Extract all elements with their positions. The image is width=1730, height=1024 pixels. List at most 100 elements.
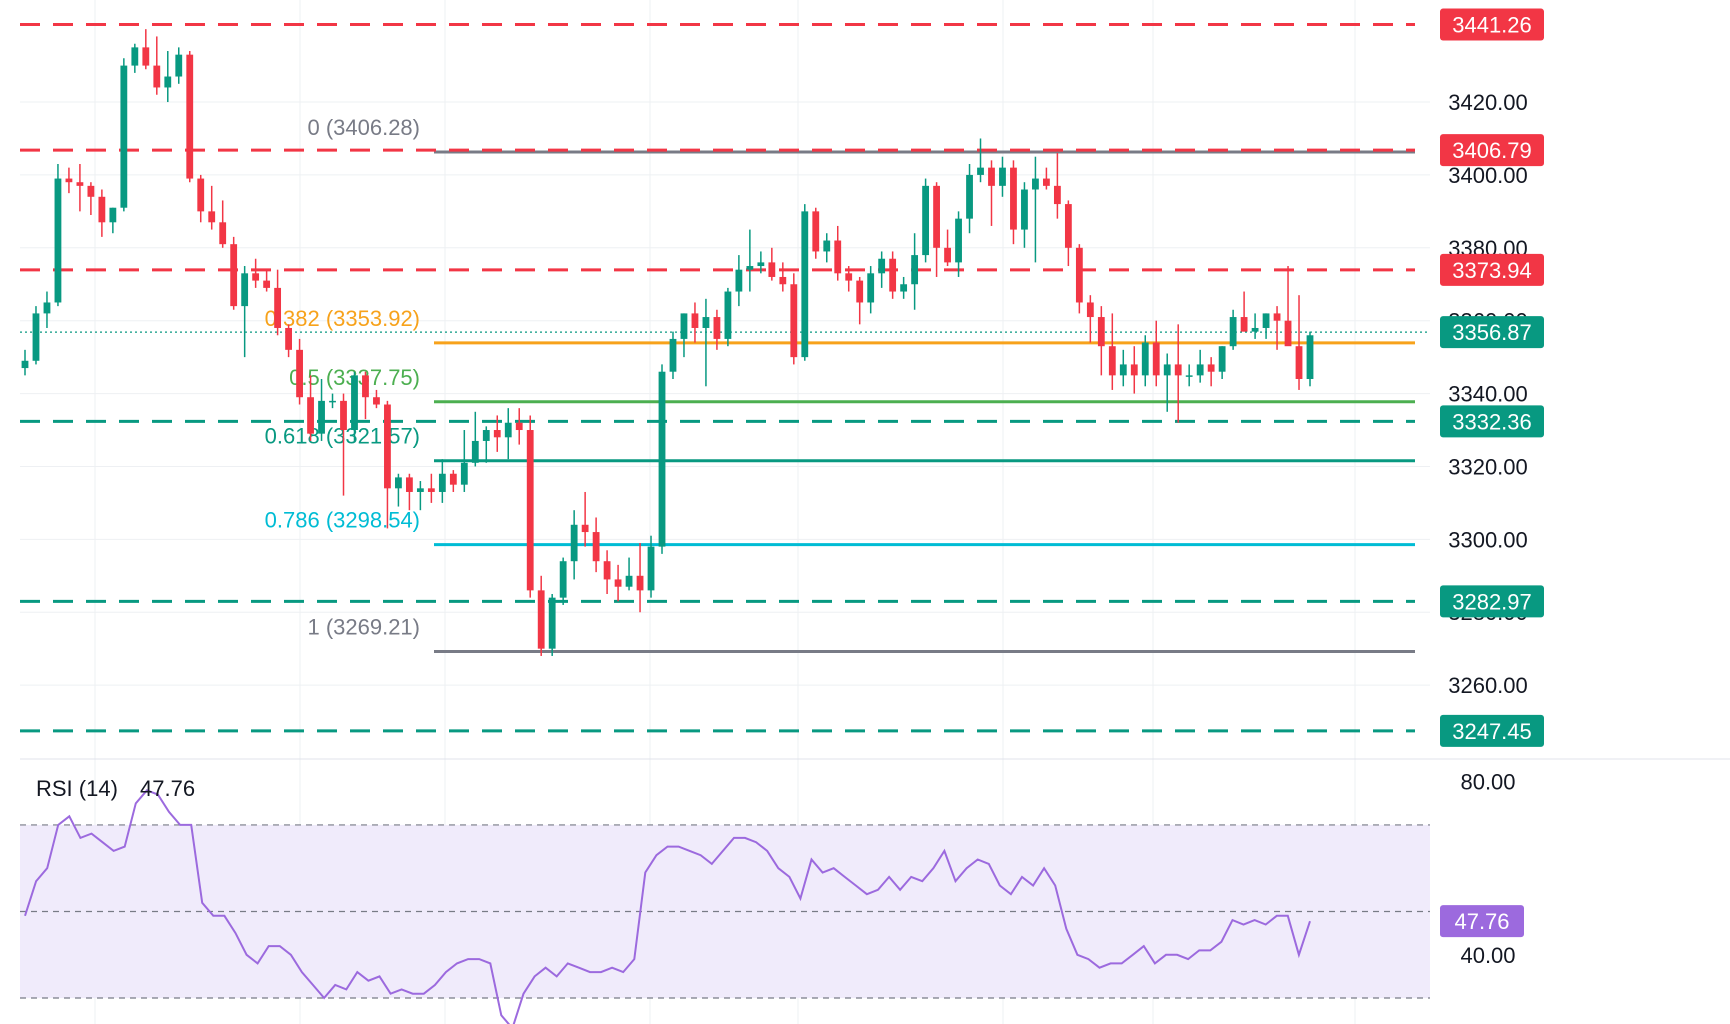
candle-32[interactable] <box>373 389 380 409</box>
candle-90[interactable] <box>1010 160 1017 245</box>
candle-50[interactable] <box>570 510 578 580</box>
candle-49[interactable] <box>559 557 567 605</box>
candle-75[interactable] <box>845 266 853 292</box>
candle-8[interactable] <box>109 207 117 234</box>
candle-69[interactable] <box>779 262 787 292</box>
candle-98[interactable] <box>1097 306 1105 376</box>
candle-73[interactable] <box>823 233 831 263</box>
candle-62[interactable] <box>702 298 710 387</box>
candle-70[interactable] <box>790 273 798 365</box>
candle-77[interactable] <box>867 266 875 314</box>
candle-82[interactable] <box>922 178 930 263</box>
candle-19[interactable] <box>230 236 238 310</box>
candle-99[interactable] <box>1108 313 1116 390</box>
candle-14[interactable] <box>175 47 183 84</box>
candle-81[interactable] <box>911 233 919 310</box>
candle-60[interactable] <box>680 313 688 358</box>
candle-61[interactable] <box>691 302 699 343</box>
candle-117[interactable] <box>1306 331 1314 387</box>
candle-9[interactable] <box>120 58 128 212</box>
candle-18[interactable] <box>219 200 227 248</box>
candle-34[interactable] <box>395 473 402 507</box>
candle-2[interactable] <box>43 291 51 328</box>
candle-20[interactable] <box>241 266 249 358</box>
candle-102[interactable] <box>1141 335 1149 387</box>
candle-11[interactable] <box>142 29 150 70</box>
horizontal-levels[interactable] <box>20 23 1430 733</box>
candle-88[interactable] <box>988 160 995 226</box>
candle-58[interactable] <box>658 364 666 554</box>
candle-52[interactable] <box>592 517 600 573</box>
candle-84[interactable] <box>944 229 951 267</box>
candle-56[interactable] <box>636 542 644 613</box>
candle-103[interactable] <box>1152 320 1160 387</box>
candle-7[interactable] <box>98 189 106 237</box>
candle-65[interactable] <box>735 255 743 307</box>
candle-37[interactable] <box>427 473 435 503</box>
candle-12[interactable] <box>153 36 161 95</box>
candle-3[interactable] <box>54 163 62 307</box>
candle-78[interactable] <box>878 251 886 288</box>
candle-106[interactable] <box>1185 364 1193 387</box>
candle-95[interactable] <box>1064 200 1072 267</box>
candle-57[interactable] <box>647 535 655 598</box>
candle-27[interactable] <box>318 379 325 441</box>
candle-29[interactable] <box>340 393 347 496</box>
candle-21[interactable] <box>252 258 260 288</box>
candle-46[interactable] <box>526 415 534 598</box>
candle-4[interactable] <box>65 167 73 194</box>
candle-113[interactable] <box>1262 313 1270 339</box>
candle-64[interactable] <box>724 287 732 347</box>
candle-101[interactable] <box>1130 346 1138 394</box>
candlestick-series[interactable] <box>21 29 1314 656</box>
candle-26[interactable] <box>307 375 314 441</box>
candle-5[interactable] <box>76 163 84 212</box>
candle-94[interactable] <box>1053 153 1061 219</box>
candle-108[interactable] <box>1207 357 1215 387</box>
candle-17[interactable] <box>208 185 216 230</box>
candle-54[interactable] <box>614 564 622 602</box>
candle-22[interactable] <box>263 269 271 292</box>
candle-51[interactable] <box>581 491 589 547</box>
candle-33[interactable] <box>384 400 391 529</box>
candle-111[interactable] <box>1240 291 1248 332</box>
candle-25[interactable] <box>296 338 303 405</box>
candle-93[interactable] <box>1043 167 1050 190</box>
candle-55[interactable] <box>625 557 633 591</box>
candle-79[interactable] <box>889 251 897 299</box>
candle-80[interactable] <box>900 276 908 299</box>
candle-105[interactable] <box>1174 324 1182 423</box>
candle-107[interactable] <box>1196 349 1204 383</box>
candle-89[interactable] <box>999 156 1006 197</box>
candle-1[interactable] <box>32 306 40 365</box>
candle-72[interactable] <box>812 207 820 259</box>
candle-87[interactable] <box>977 138 984 183</box>
candle-48[interactable] <box>548 594 556 656</box>
candle-91[interactable] <box>1021 182 1028 248</box>
candle-13[interactable] <box>164 51 172 103</box>
candle-71[interactable] <box>801 204 809 361</box>
candle-0[interactable] <box>21 349 29 376</box>
candle-112[interactable] <box>1251 313 1259 339</box>
candle-116[interactable] <box>1295 295 1303 390</box>
candle-86[interactable] <box>966 163 973 234</box>
candle-53[interactable] <box>603 550 611 595</box>
candle-30[interactable] <box>351 371 358 441</box>
candle-41[interactable] <box>471 411 479 467</box>
candle-39[interactable] <box>449 470 457 492</box>
candle-67[interactable] <box>757 251 765 274</box>
candle-96[interactable] <box>1075 244 1083 314</box>
candle-83[interactable] <box>933 182 940 277</box>
candle-31[interactable] <box>362 371 369 420</box>
candle-59[interactable] <box>669 331 677 379</box>
rsi-pane[interactable]: RSI (14) 47.76 <box>20 776 1430 1024</box>
candle-23[interactable] <box>274 269 282 336</box>
candle-38[interactable] <box>438 459 446 503</box>
candle-40[interactable] <box>460 430 468 492</box>
candle-42[interactable] <box>482 426 490 463</box>
candle-115[interactable] <box>1284 266 1292 347</box>
candle-92[interactable] <box>1032 156 1039 263</box>
candle-36[interactable] <box>416 481 424 511</box>
candle-66[interactable] <box>746 229 754 292</box>
